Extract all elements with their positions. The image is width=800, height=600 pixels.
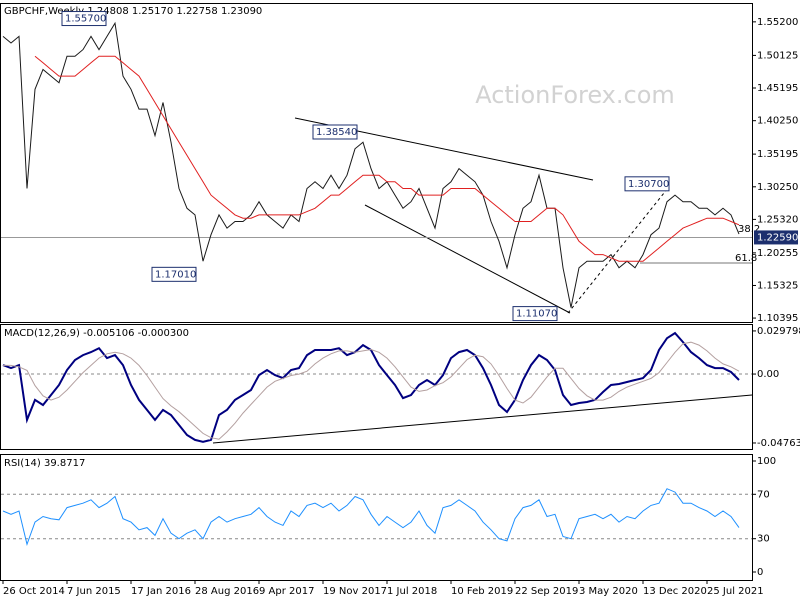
x-tick-label: 19 Nov 2017 bbox=[323, 586, 387, 597]
x-tick-label: 25 Jul 2021 bbox=[707, 586, 764, 597]
y-tick-label: 1.10395 bbox=[757, 313, 798, 324]
y-tick-label: 0.029798 bbox=[757, 326, 800, 337]
series-line bbox=[3, 341, 740, 440]
price-annotation-box bbox=[312, 124, 358, 140]
x-tick-label: 9 Apr 2017 bbox=[259, 586, 314, 597]
trendline bbox=[212, 394, 753, 444]
series-line bbox=[34, 55, 740, 262]
price-annotation-box bbox=[151, 266, 197, 282]
price-annotation-box bbox=[624, 176, 670, 192]
y-tick-label: 70 bbox=[757, 489, 770, 500]
price-annotation: 1.17010 bbox=[155, 269, 196, 280]
y-tick-label: 1.30250 bbox=[757, 182, 798, 193]
last-price-label: 1.22590 bbox=[757, 232, 798, 243]
rsi-title: RSI(14) 39.8717 bbox=[4, 458, 85, 469]
price-title: GBPCHF,Weekly 1.24808 1.25170 1.22758 1.… bbox=[4, 6, 262, 17]
price-annotation: 1.30700 bbox=[628, 179, 669, 190]
x-tick-label: 10 Feb 2019 bbox=[451, 586, 513, 597]
x-tick-label: 22 Sep 2019 bbox=[515, 586, 578, 597]
trendline bbox=[567, 187, 669, 314]
y-tick-label: -0.047637 bbox=[757, 438, 800, 449]
price-annotation-box bbox=[61, 11, 107, 27]
price-annotation: 1.55700 bbox=[65, 14, 106, 25]
y-tick-label: 1.35195 bbox=[757, 149, 798, 160]
y-tick-label: 1.45195 bbox=[757, 83, 798, 94]
y-tick-label: 30 bbox=[757, 534, 770, 545]
y-tick-label: 1.15325 bbox=[757, 280, 798, 291]
trendline bbox=[364, 204, 571, 314]
series-line bbox=[2, 21, 740, 308]
price-annotation: 1.11070 bbox=[516, 309, 557, 320]
y-tick-label: 1.50125 bbox=[757, 50, 798, 61]
x-tick-label: 28 Aug 2016 bbox=[195, 586, 259, 597]
y-tick-label: 0.00 bbox=[757, 369, 779, 380]
x-tick-label: 13 Dec 2020 bbox=[643, 586, 707, 597]
y-tick-label: 0 bbox=[757, 567, 763, 578]
price-annotation: 1.38540 bbox=[316, 127, 357, 138]
fib-label: 61.8 bbox=[735, 253, 757, 264]
y-tick-label: 100 bbox=[757, 456, 776, 467]
x-tick-label: 17 Jan 2016 bbox=[131, 586, 191, 597]
y-tick-label: 1.20255 bbox=[757, 248, 798, 259]
price-annotation-box bbox=[512, 306, 558, 322]
fib-label: 38.2 bbox=[738, 224, 760, 235]
series-line bbox=[2, 488, 740, 547]
rsi-panel-border bbox=[0, 454, 753, 581]
x-tick-label: 3 May 2020 bbox=[579, 586, 638, 597]
macd-panel-border bbox=[0, 324, 753, 450]
x-tick-label: 1 Jul 2018 bbox=[387, 586, 437, 597]
y-tick-label: 1.40250 bbox=[757, 116, 798, 127]
price-panel-border bbox=[0, 3, 753, 323]
last-price-box bbox=[754, 230, 798, 245]
y-tick-label: 1.55200 bbox=[757, 17, 798, 28]
macd-title: MACD(12,26,9) -0.005106 -0.000300 bbox=[4, 328, 189, 339]
watermark: ActionForex.com bbox=[475, 81, 675, 109]
x-tick-label: 7 Jun 2015 bbox=[67, 586, 121, 597]
x-tick-label: 26 Oct 2014 bbox=[3, 586, 65, 597]
y-tick-label: 1.25320 bbox=[757, 214, 798, 225]
